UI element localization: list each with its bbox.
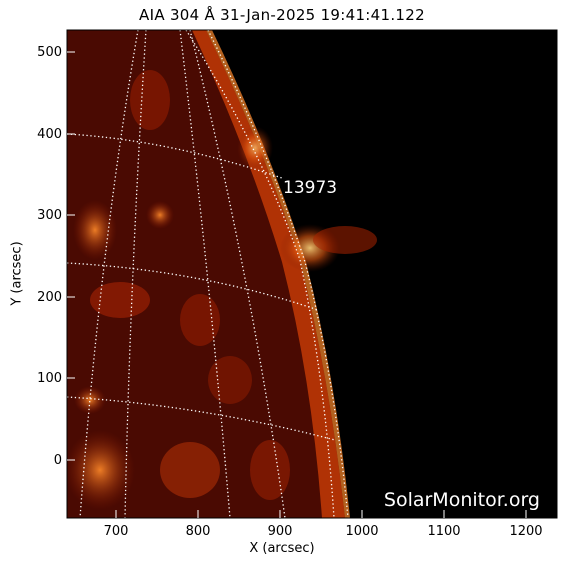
x-tick-label: 1000 (345, 524, 379, 539)
y-tick-label: 0 (53, 453, 62, 468)
watermark: SolarMonitor.org (383, 489, 540, 511)
y-axis-title: Y (arcsec) (9, 241, 25, 306)
solar-disk (67, 30, 345, 518)
x-tick-label: 1200 (509, 524, 543, 539)
y-tick-label: 100 (37, 371, 62, 386)
region-label: 13973 (283, 178, 338, 198)
x-tick-label: 900 (267, 524, 293, 539)
y-tick-label: 200 (37, 290, 62, 305)
plot-frame (66, 29, 558, 519)
coordinate-grid (67, 30, 349, 518)
x-axis-title: X (arcsec) (249, 541, 315, 556)
x-tick-label: 800 (185, 524, 211, 539)
y-tick-label: 400 (37, 127, 62, 142)
x-tick-label: 700 (103, 524, 129, 539)
page-title: AIA 304 Å 31-Jan-2025 19:41:41.122 (139, 6, 425, 24)
axis-ticks (67, 51, 527, 518)
x-tick-label: 1100 (427, 524, 461, 539)
y-tick-label: 300 (37, 208, 62, 223)
y-tick-label: 500 (37, 45, 62, 60)
